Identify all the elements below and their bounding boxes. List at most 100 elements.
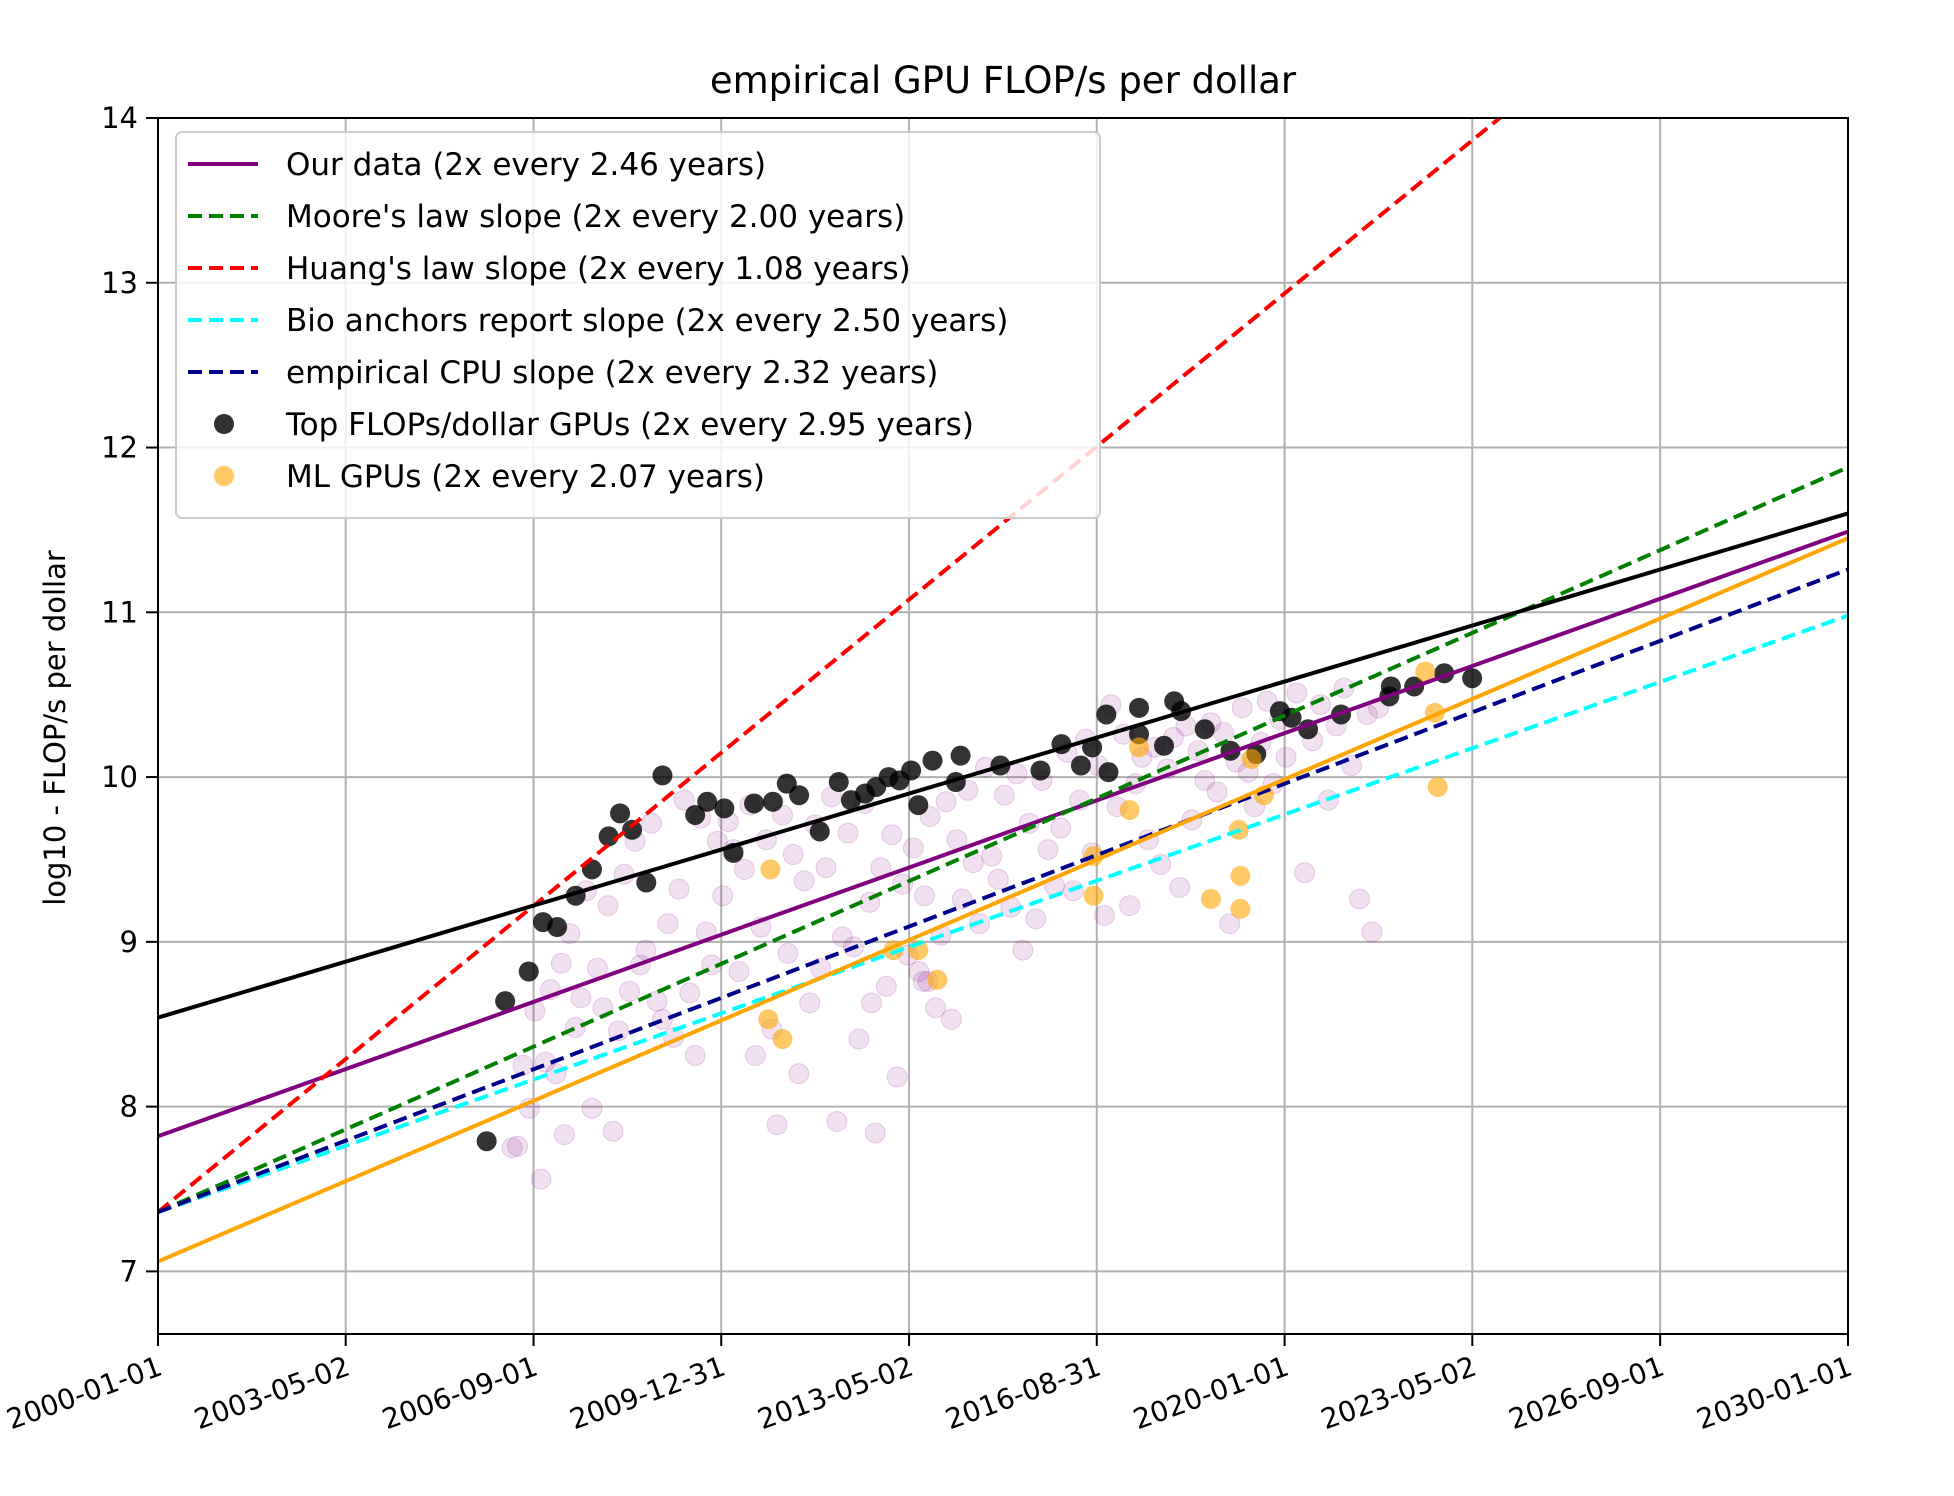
data-point xyxy=(1230,898,1251,919)
data-point xyxy=(618,980,640,1002)
data-point xyxy=(848,1028,870,1050)
data-point xyxy=(1037,839,1059,861)
data-point xyxy=(608,1020,630,1042)
legend-marker xyxy=(214,466,234,486)
data-point xyxy=(1286,682,1308,704)
trend-line xyxy=(158,465,1848,1214)
data-point xyxy=(641,812,663,834)
trend-line xyxy=(158,511,1848,1020)
data-point xyxy=(927,969,948,990)
trend-line xyxy=(158,529,1848,1139)
legend-box xyxy=(175,131,1101,519)
data-point xyxy=(570,987,592,1009)
data-point xyxy=(1025,908,1047,930)
data-point xyxy=(788,1063,810,1085)
legend-label: Top FLOPs/dollar GPUs (2x every 2.95 yea… xyxy=(285,407,974,443)
data-point xyxy=(1275,746,1297,768)
x-tick-label: 2013-05-02 xyxy=(753,1350,917,1437)
data-point xyxy=(476,1131,497,1152)
trend-line xyxy=(158,613,1848,1214)
trend-line xyxy=(158,536,1848,1264)
data-point xyxy=(597,895,619,917)
x-tick-label: 2020-01-01 xyxy=(1129,1350,1293,1437)
data-point xyxy=(828,772,849,793)
data-point xyxy=(518,961,539,982)
data-point xyxy=(1241,748,1262,769)
data-point xyxy=(1294,862,1316,884)
series-1 xyxy=(476,663,1483,1152)
y-tick-label: 14 xyxy=(101,101,138,135)
data-point xyxy=(1200,889,1221,910)
data-point xyxy=(766,1114,788,1136)
x-tick-label: 2023-05-02 xyxy=(1316,1350,1480,1437)
data-point xyxy=(1050,817,1072,839)
scatter-points xyxy=(476,661,1483,1190)
data-point xyxy=(908,961,930,983)
data-point xyxy=(495,991,516,1012)
y-tick-label: 7 xyxy=(120,1254,138,1288)
data-point xyxy=(744,793,765,814)
data-point xyxy=(799,992,821,1014)
legend-label: Our data (2x every 2.46 years) xyxy=(286,147,766,183)
data-point xyxy=(602,1120,624,1142)
data-point xyxy=(744,1045,766,1067)
y-tick-label: 9 xyxy=(120,925,138,959)
data-point xyxy=(1119,895,1141,917)
data-point xyxy=(1083,885,1104,906)
chart-title: empirical GPU FLOP/s per dollar xyxy=(710,59,1297,102)
x-tick-label: 2003-05-02 xyxy=(190,1350,354,1437)
data-point xyxy=(760,859,781,880)
data-point xyxy=(668,878,690,900)
data-point xyxy=(610,803,631,824)
data-point xyxy=(501,1137,523,1159)
data-point xyxy=(673,789,695,811)
data-point xyxy=(1169,876,1191,898)
data-point xyxy=(881,824,903,846)
data-point xyxy=(1129,737,1150,758)
data-point xyxy=(1415,661,1436,682)
data-point xyxy=(987,868,1009,890)
data-point xyxy=(981,845,1003,867)
y-tick-label: 11 xyxy=(101,595,138,629)
data-point xyxy=(1129,697,1150,718)
data-point xyxy=(762,791,783,812)
data-point xyxy=(1154,735,1175,756)
data-point xyxy=(1349,888,1371,910)
y-axis-ticks: 7 8 9 10 11 12 13 14 xyxy=(101,101,158,1288)
legend-label: Moore's law slope (2x every 2.00 years) xyxy=(286,199,905,235)
data-point xyxy=(993,784,1015,806)
data-point xyxy=(913,885,935,907)
legend-label: ML GPUs (2x every 2.07 years) xyxy=(286,459,765,495)
data-point xyxy=(581,1097,603,1119)
data-point xyxy=(553,1124,575,1146)
data-point xyxy=(758,1009,779,1030)
data-point xyxy=(809,821,830,842)
data-point xyxy=(1230,865,1251,886)
data-point xyxy=(1119,800,1140,821)
legend: Our data (2x every 2.46 years) Moore's la… xyxy=(175,131,1101,519)
y-tick-label: 8 xyxy=(120,1090,138,1124)
data-point xyxy=(506,1135,528,1157)
data-point xyxy=(837,822,859,844)
trend-lines xyxy=(158,118,1848,1264)
data-point xyxy=(1093,904,1115,926)
data-point xyxy=(685,804,706,825)
x-tick-label: 2006-09-01 xyxy=(378,1350,542,1437)
x-tick-label: 2030-01-01 xyxy=(1692,1350,1856,1437)
data-point xyxy=(1194,719,1215,740)
plot-frame xyxy=(157,117,1849,1335)
data-point xyxy=(1213,722,1235,744)
data-point xyxy=(564,1017,586,1039)
trend-line xyxy=(158,567,1848,1214)
x-tick-label: 2026-09-01 xyxy=(1504,1350,1668,1437)
data-point xyxy=(1194,769,1216,791)
y-tick-label: 13 xyxy=(101,266,138,300)
data-point xyxy=(679,982,701,1004)
data-point xyxy=(728,961,750,983)
y-tick-label: 10 xyxy=(101,760,138,794)
legend-marker xyxy=(214,414,234,434)
data-point xyxy=(652,765,673,786)
data-point xyxy=(793,870,815,892)
data-point xyxy=(875,975,897,997)
x-tick-label: 2009-12-31 xyxy=(565,1350,729,1437)
